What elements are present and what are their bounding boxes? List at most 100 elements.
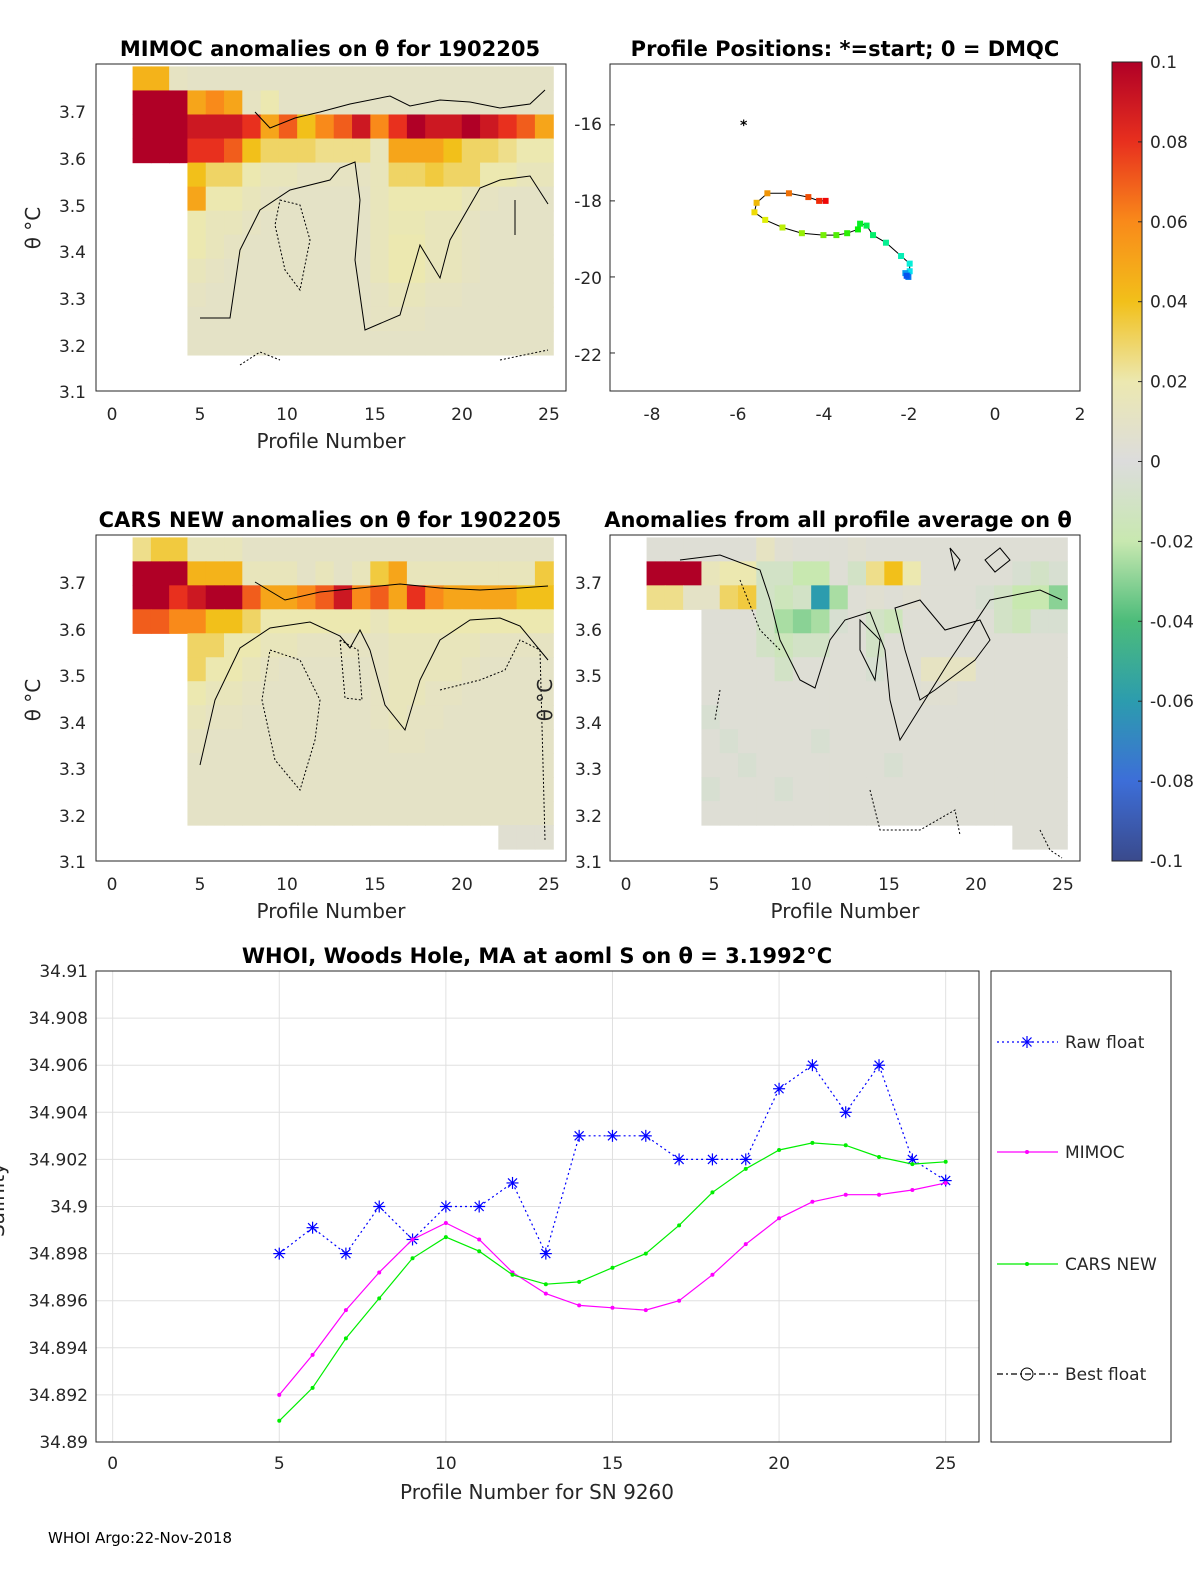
heatmap-cell [443, 561, 463, 586]
heatmap-cell [370, 306, 390, 332]
heatmap-cell [957, 561, 977, 586]
heatmap-cell [1012, 657, 1032, 682]
heatmap-cell [1048, 801, 1068, 826]
heatmap-cell [370, 282, 390, 308]
heatmap-cell [975, 705, 995, 730]
heatmap-cell [352, 210, 371, 236]
heatmap-cell [664, 537, 684, 562]
heatmap-cell [278, 633, 298, 658]
heatmap-cell [866, 609, 885, 634]
series-point [743, 1242, 748, 1247]
legend-label: Best float [1065, 1365, 1147, 1385]
mimoc-ticks: 0 5 10 15 20 25 3.7 3.6 3.5 3.4 3.3 3.2 … [21, 103, 560, 453]
heatmap-cell [847, 753, 867, 778]
heatmap-cell [333, 306, 353, 332]
heatmap-cell [957, 801, 977, 826]
heatmap-cell [498, 114, 518, 140]
series-point [643, 1251, 648, 1256]
heatmap-cell [315, 138, 335, 164]
heatmap-cell [498, 210, 518, 236]
heatmap-cell [738, 585, 757, 610]
heatmap-cell [461, 90, 481, 116]
heatmap-cell [297, 801, 317, 826]
heatmap-cell [480, 162, 499, 188]
raw-float-marker [539, 1247, 552, 1260]
heatmap-cell [534, 210, 554, 236]
heatmap-cell [370, 561, 390, 586]
heatmap-cell [664, 585, 684, 610]
heatmap-cell [224, 585, 243, 610]
heatmap-cell [1048, 633, 1068, 658]
heatmap-cell [315, 777, 335, 802]
heatmap-cell [461, 162, 481, 188]
heatmap-cell [516, 282, 536, 308]
heatmap-cell [498, 753, 518, 778]
heatmap-cell [315, 282, 335, 308]
heatmap-cell [278, 258, 298, 284]
heatmap-cell [884, 561, 904, 586]
heatmap-cell [260, 306, 280, 332]
heatmap-cell [388, 282, 408, 308]
heatmap-cell [884, 705, 904, 730]
colorbar-tick-label: -0.08 [1150, 772, 1194, 792]
heatmap-cell [315, 561, 335, 586]
heatmap-cell [278, 585, 298, 610]
series-point [310, 1385, 315, 1390]
heatmap-cell [498, 777, 518, 802]
heatmap-cell [425, 162, 445, 188]
heatmap-cell [260, 162, 280, 188]
heatmap-cell [333, 561, 353, 586]
heatmap-cell [333, 138, 353, 164]
heatmap-cell [847, 729, 867, 754]
heatmap-cell [425, 705, 445, 730]
heatmap-cell [498, 162, 518, 188]
heatmap-cell [480, 681, 499, 706]
heatmap-cell [1012, 801, 1032, 826]
x-tick: 10 [435, 1454, 457, 1474]
x-tick: 5 [195, 875, 206, 895]
heatmap-cell [187, 537, 207, 562]
heatmap-cell [534, 681, 554, 706]
heatmap-cell [352, 162, 371, 188]
heatmap-cell [939, 777, 959, 802]
heatmap-cell [333, 186, 353, 212]
heatmap-cell [242, 729, 262, 754]
heatmap-cell [205, 234, 225, 260]
heatmap-cell [260, 777, 280, 802]
salinity-axes [95, 970, 980, 1443]
heatmap-cell [242, 186, 262, 212]
y-tick: 3.1 [575, 853, 602, 873]
heatmap-cell [425, 90, 445, 116]
heatmap-cell [370, 66, 390, 92]
heatmap-cell [811, 801, 831, 826]
y-tick: -18 [574, 192, 602, 212]
series-point [610, 1265, 615, 1270]
heatmap-cell [516, 210, 536, 236]
series-point [643, 1308, 648, 1313]
profile-marker [798, 230, 805, 237]
heatmap-cell [242, 90, 262, 116]
heatmap-cell [315, 609, 335, 634]
heatmap-cell [187, 114, 207, 140]
raw-float-marker [573, 1129, 586, 1142]
heatmap-cell [425, 330, 445, 356]
heatmap-cell [224, 234, 243, 260]
legend-label: CARS NEW [1065, 1255, 1157, 1275]
raw-float-marker [273, 1247, 286, 1260]
y-tick: -20 [574, 269, 602, 289]
heatmap-cell [534, 90, 554, 116]
y-tick: 3.7 [59, 574, 86, 594]
heatmap-cell [333, 681, 353, 706]
legend-label: MIMOC [1065, 1143, 1125, 1163]
heatmap-cell [297, 162, 317, 188]
heatmap-cell [260, 801, 280, 826]
salinity-series [273, 1059, 952, 1423]
heatmap-cell [205, 633, 225, 658]
heatmap-cell [498, 657, 518, 682]
heatmap-cell [406, 609, 426, 634]
heatmap-cell [461, 657, 481, 682]
series-point [710, 1190, 715, 1195]
heatmap-cell [884, 753, 904, 778]
heatmap-cell [333, 657, 353, 682]
y-tick: 34.89 [39, 1433, 88, 1453]
